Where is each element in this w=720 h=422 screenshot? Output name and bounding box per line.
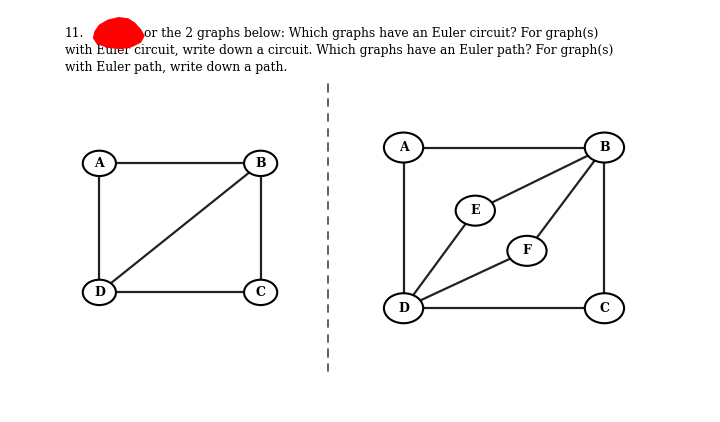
Ellipse shape: [585, 293, 624, 323]
Text: 11.: 11.: [65, 27, 84, 41]
Text: with Euler path, write down a path.: with Euler path, write down a path.: [65, 61, 287, 74]
Text: D: D: [94, 286, 105, 299]
Ellipse shape: [83, 280, 116, 305]
Text: C: C: [256, 286, 266, 299]
Ellipse shape: [384, 293, 423, 323]
Text: B: B: [599, 141, 610, 154]
Text: with Euler circuit, write down a circuit. Which graphs have an Euler path? For g: with Euler circuit, write down a circuit…: [65, 44, 613, 57]
Ellipse shape: [508, 236, 546, 266]
Text: A: A: [399, 141, 408, 154]
Text: E: E: [471, 204, 480, 217]
Ellipse shape: [585, 133, 624, 162]
Text: D: D: [398, 302, 409, 315]
Polygon shape: [94, 18, 144, 49]
Ellipse shape: [83, 151, 116, 176]
Ellipse shape: [244, 151, 277, 176]
Ellipse shape: [456, 196, 495, 226]
Text: or the 2 graphs below: Which graphs have an Euler circuit? For graph(s): or the 2 graphs below: Which graphs have…: [144, 27, 598, 41]
Ellipse shape: [244, 280, 277, 305]
Text: F: F: [523, 244, 531, 257]
Text: C: C: [600, 302, 609, 315]
Text: A: A: [94, 157, 104, 170]
Text: B: B: [256, 157, 266, 170]
Ellipse shape: [384, 133, 423, 162]
